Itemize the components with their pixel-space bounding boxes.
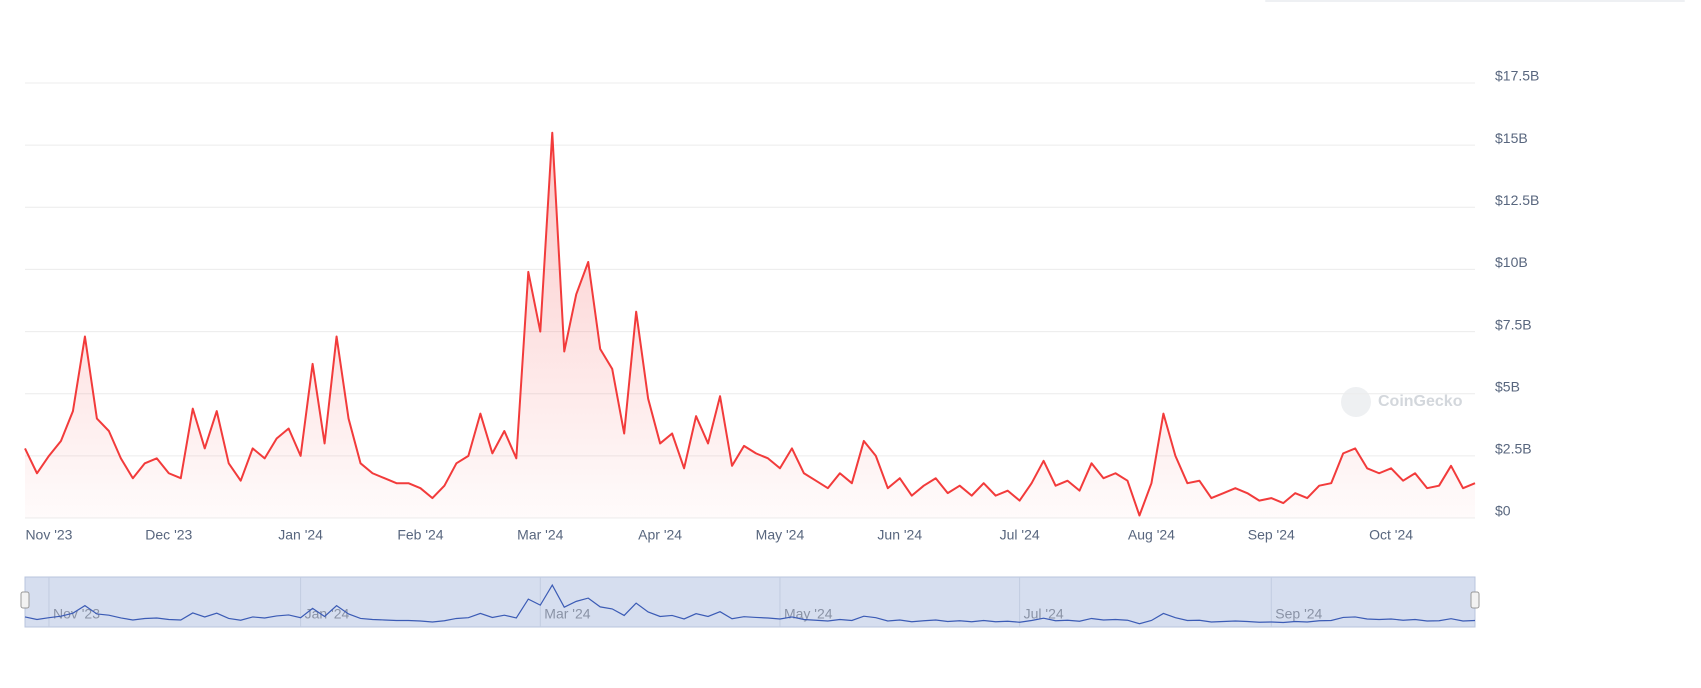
y-tick-label: $7.5B — [1495, 316, 1532, 332]
navigator-handle[interactable] — [20, 591, 30, 609]
toolbar-edge — [1265, 0, 1685, 2]
line — [24, 131, 1476, 517]
navigator-line — [24, 583, 1476, 625]
watermark: CoinGecko — [1378, 393, 1463, 410]
navigator-label: Jul '24 — [1024, 606, 1064, 622]
x-tick-label: Jun '24 — [877, 527, 922, 543]
y-tick-label: $12.5B — [1495, 192, 1539, 208]
plot: CoinGecko $0 $2.5B $5B $7.5B $10B $12.5B $15B $1… — [24, 68, 1539, 543]
watermark-logo — [1341, 387, 1371, 417]
y-tick-label: $15B — [1495, 130, 1528, 146]
navigator[interactable]: Nov '23 Jan '24 Mar '24 May '24 Jul '24 Sep '… — [20, 576, 1480, 628]
y-tick-label: $5B — [1495, 378, 1520, 394]
x-tick-label: Aug '24 — [1128, 527, 1175, 543]
y-tick-label: $17.5B — [1495, 68, 1539, 84]
x-tick-label: Sep '24 — [1248, 527, 1295, 543]
navigator-label: Mar '24 — [544, 606, 590, 622]
x-tick-label: Nov '23 — [25, 527, 72, 543]
x-tick-label: Jul '24 — [1000, 527, 1040, 543]
y-tick-label: $0 — [1495, 503, 1511, 519]
x-tick-label: Apr '24 — [638, 527, 682, 543]
navigator-label: Nov '23 — [53, 606, 100, 622]
y-tick-label: $2.5B — [1495, 441, 1532, 457]
x-tick-label: Dec '23 — [145, 527, 192, 543]
x-tick-label: Oct '24 — [1369, 527, 1413, 543]
navigator-handle[interactable] — [1470, 591, 1480, 609]
x-tick-label: Mar '24 — [517, 527, 563, 543]
y-tick-label: $10B — [1495, 254, 1528, 270]
x-tick-label: Jan '24 — [278, 527, 323, 543]
navigator-label: Sep '24 — [1275, 606, 1322, 622]
x-tick-label: May '24 — [756, 527, 805, 543]
area — [25, 132, 1475, 518]
x-tick-label: Feb '24 — [397, 527, 443, 543]
